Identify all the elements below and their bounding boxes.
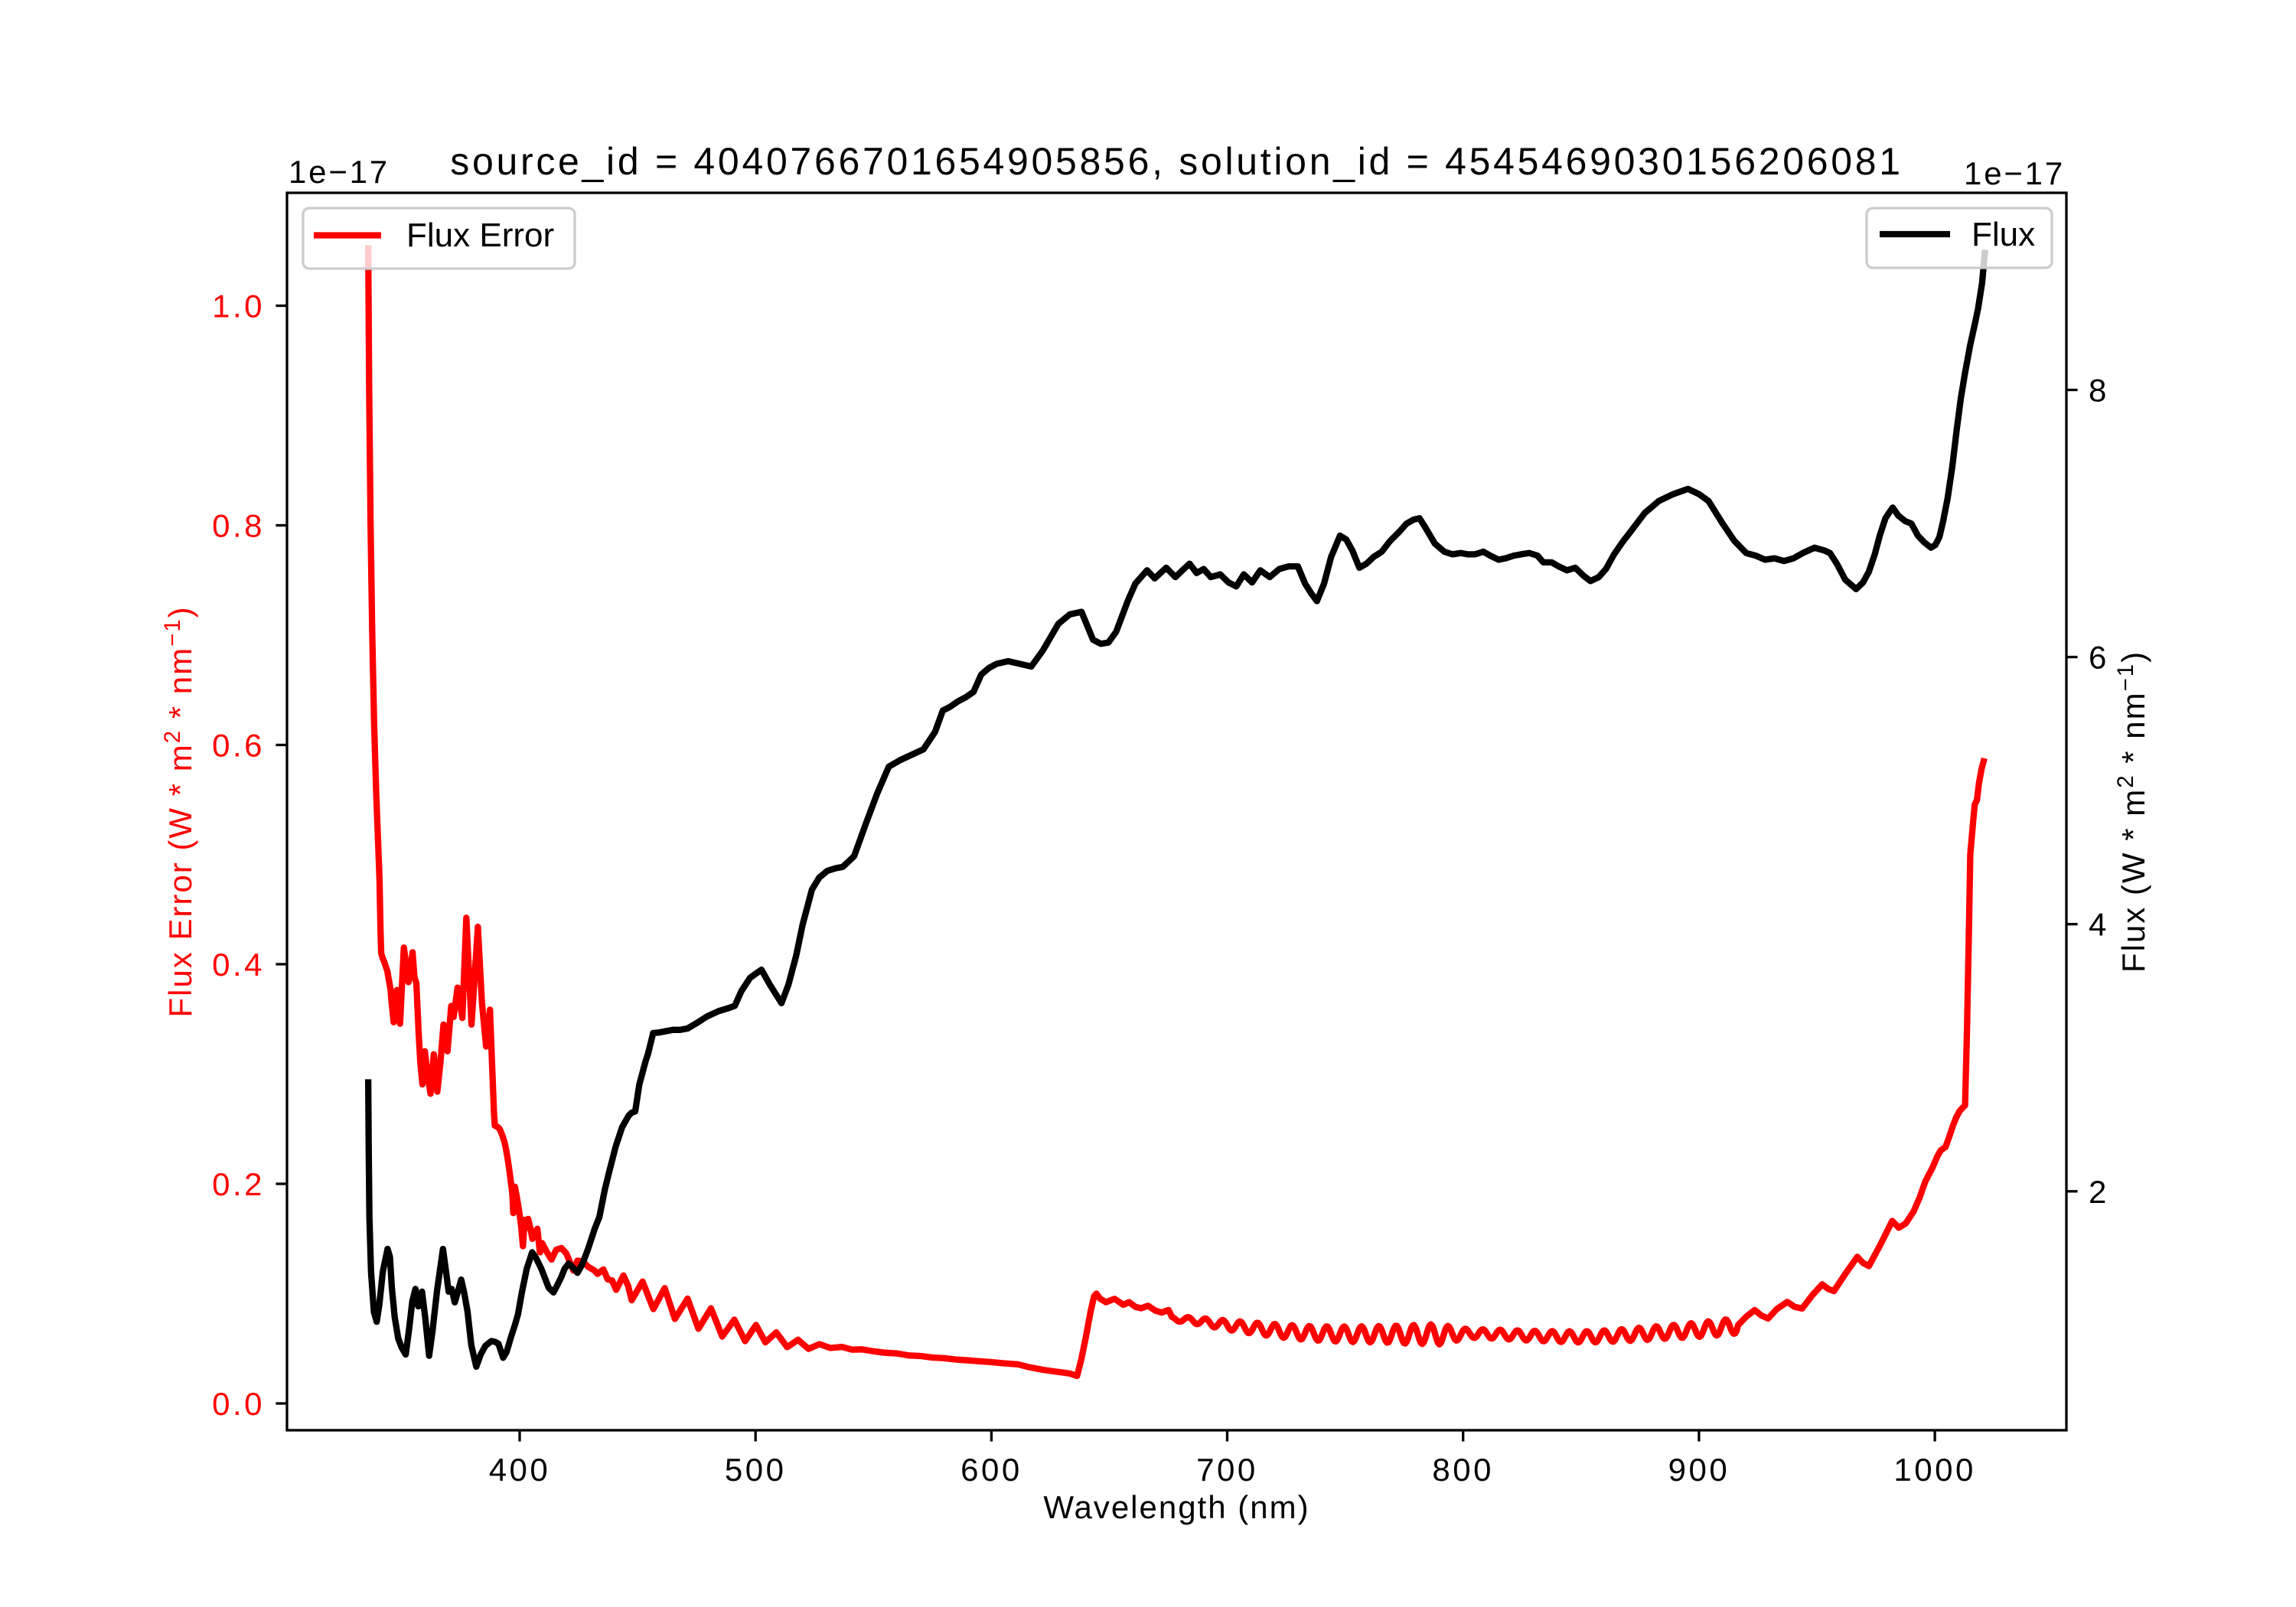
svg-text:1e−17: 1e−17 bbox=[1964, 155, 2065, 191]
svg-text:1000: 1000 bbox=[1893, 1452, 1975, 1488]
svg-text:Flux: Flux bbox=[1971, 216, 2035, 253]
svg-text:900: 900 bbox=[1668, 1452, 1730, 1488]
svg-text:6: 6 bbox=[2089, 640, 2106, 676]
svg-text:source_id = 404076670165490585: source_id = 4040766701654905856, solutio… bbox=[450, 140, 1903, 183]
svg-text:Flux Error (W * m2 * nm−1): Flux Error (W * m2 * nm−1) bbox=[160, 605, 198, 1017]
svg-text:400: 400 bbox=[489, 1452, 551, 1488]
svg-text:800: 800 bbox=[1432, 1452, 1494, 1488]
svg-text:0.4: 0.4 bbox=[212, 947, 265, 983]
svg-text:Flux Error: Flux Error bbox=[406, 217, 554, 254]
svg-text:0.0: 0.0 bbox=[212, 1386, 265, 1422]
svg-text:Flux (W * m2 * nm−1): Flux (W * m2 * nm−1) bbox=[2113, 650, 2151, 973]
svg-text:1e−17: 1e−17 bbox=[289, 154, 390, 190]
svg-text:700: 700 bbox=[1196, 1452, 1258, 1488]
svg-text:0.8: 0.8 bbox=[212, 508, 265, 544]
svg-text:Wavelength (nm): Wavelength (nm) bbox=[1043, 1489, 1309, 1525]
svg-text:0.2: 0.2 bbox=[212, 1166, 265, 1202]
svg-text:2: 2 bbox=[2089, 1174, 2106, 1210]
svg-text:8: 8 bbox=[2089, 373, 2106, 409]
svg-text:500: 500 bbox=[725, 1452, 787, 1488]
svg-text:1.0: 1.0 bbox=[212, 288, 265, 324]
svg-text:0.6: 0.6 bbox=[212, 728, 265, 764]
svg-text:4: 4 bbox=[2089, 907, 2106, 943]
svg-text:600: 600 bbox=[960, 1452, 1022, 1488]
